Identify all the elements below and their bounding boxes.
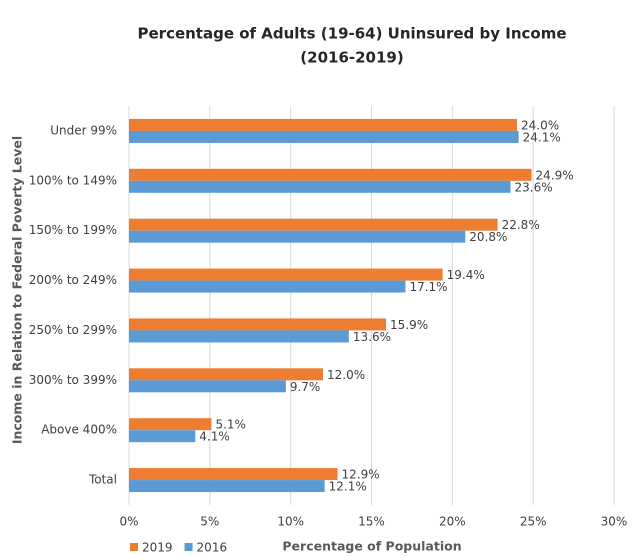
value-label: 20.8% [469, 230, 507, 244]
bar [129, 480, 325, 493]
value-label: 17.1% [409, 280, 447, 294]
y-tick-label: 200% to 249% [29, 273, 117, 287]
y-tick-label: 150% to 199% [29, 223, 117, 237]
legend-label: 2016 [197, 541, 228, 555]
x-tick-label: 5% [200, 515, 219, 529]
bar [129, 430, 196, 443]
value-label: 13.6% [353, 330, 391, 344]
value-label: 22.8% [502, 218, 540, 232]
legend-label: 2019 [142, 541, 173, 555]
x-tick-label: 25% [520, 515, 547, 529]
y-tick-label: Above 400% [41, 423, 117, 437]
x-tick-label: 10% [277, 515, 304, 529]
bar [129, 468, 338, 481]
chart-title: Percentage of Adults (19-64) Uninsured b… [138, 25, 567, 43]
x-tick-label: 15% [358, 515, 385, 529]
bar [129, 180, 511, 193]
bar [129, 168, 532, 181]
bar [129, 118, 517, 131]
value-label: 24.0% [521, 118, 559, 132]
bar [129, 130, 519, 143]
y-axis-title: Income in Relation to Federal Poverty Le… [10, 136, 25, 444]
bar [129, 318, 387, 331]
bar [129, 418, 212, 431]
value-label: 12.9% [342, 468, 380, 482]
value-label: 9.7% [290, 380, 321, 394]
y-tick-label: Under 99% [50, 123, 117, 137]
value-label: 19.4% [447, 268, 485, 282]
y-tick-label: Total [88, 473, 117, 487]
legend-swatch [130, 543, 138, 551]
value-label: 12.0% [327, 368, 365, 382]
bar [129, 330, 349, 343]
x-tick-label: 0% [119, 515, 138, 529]
bar [129, 368, 323, 381]
value-label: 4.1% [199, 430, 230, 444]
value-label: 24.9% [536, 168, 574, 182]
bar [129, 380, 286, 393]
value-label: 24.1% [523, 130, 561, 144]
y-tick-label: 100% to 149% [29, 173, 117, 187]
chart-title: (2016-2019) [300, 49, 403, 67]
value-label: 5.1% [215, 418, 246, 432]
y-tick-label: 300% to 399% [29, 373, 117, 387]
y-tick-label: 250% to 299% [29, 323, 117, 337]
legend-swatch [184, 543, 193, 551]
bar [129, 218, 498, 231]
bar [129, 268, 443, 281]
value-label: 23.6% [515, 180, 553, 194]
value-label: 15.9% [390, 318, 428, 332]
bar [129, 230, 466, 243]
bar [129, 280, 406, 293]
x-tick-label: 20% [439, 515, 466, 529]
x-tick-label: 30% [601, 515, 628, 529]
x-axis-title: Percentage of Population [282, 539, 461, 554]
value-label: 12.1% [329, 480, 367, 494]
